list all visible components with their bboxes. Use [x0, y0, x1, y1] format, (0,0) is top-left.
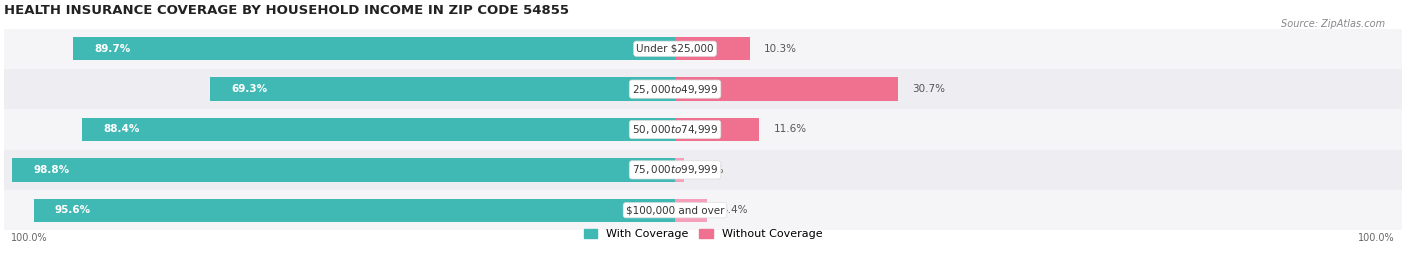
Bar [4, 190, 1402, 231]
Bar [209, 77, 675, 101]
Text: 11.6%: 11.6% [773, 125, 807, 134]
Bar [675, 158, 683, 182]
Bar [4, 150, 1402, 190]
Bar [675, 118, 759, 141]
Text: $100,000 and over: $100,000 and over [626, 205, 724, 215]
Bar [4, 109, 1402, 150]
Text: $50,000 to $74,999: $50,000 to $74,999 [631, 123, 718, 136]
Text: 10.3%: 10.3% [763, 44, 797, 54]
Text: 98.8%: 98.8% [34, 165, 69, 175]
Bar [34, 199, 675, 222]
Text: Source: ZipAtlas.com: Source: ZipAtlas.com [1281, 19, 1385, 29]
Bar [4, 29, 1402, 69]
Text: HEALTH INSURANCE COVERAGE BY HOUSEHOLD INCOME IN ZIP CODE 54855: HEALTH INSURANCE COVERAGE BY HOUSEHOLD I… [4, 4, 569, 17]
Text: 4.4%: 4.4% [721, 205, 748, 215]
Bar [82, 118, 675, 141]
Text: 30.7%: 30.7% [912, 84, 945, 94]
Text: Under $25,000: Under $25,000 [637, 44, 714, 54]
Text: 89.7%: 89.7% [94, 44, 131, 54]
Text: 88.4%: 88.4% [103, 125, 139, 134]
Bar [73, 37, 675, 61]
Text: $25,000 to $49,999: $25,000 to $49,999 [631, 83, 718, 95]
Text: $75,000 to $99,999: $75,000 to $99,999 [631, 163, 718, 176]
Text: 69.3%: 69.3% [231, 84, 267, 94]
Legend: With Coverage, Without Coverage: With Coverage, Without Coverage [579, 224, 827, 244]
Bar [13, 158, 675, 182]
Text: 1.2%: 1.2% [697, 165, 724, 175]
Text: 95.6%: 95.6% [55, 205, 91, 215]
Bar [4, 69, 1402, 109]
Bar [675, 77, 898, 101]
Text: 100.0%: 100.0% [1358, 233, 1395, 243]
Bar [675, 199, 707, 222]
Text: 100.0%: 100.0% [11, 233, 48, 243]
Bar [675, 37, 749, 61]
